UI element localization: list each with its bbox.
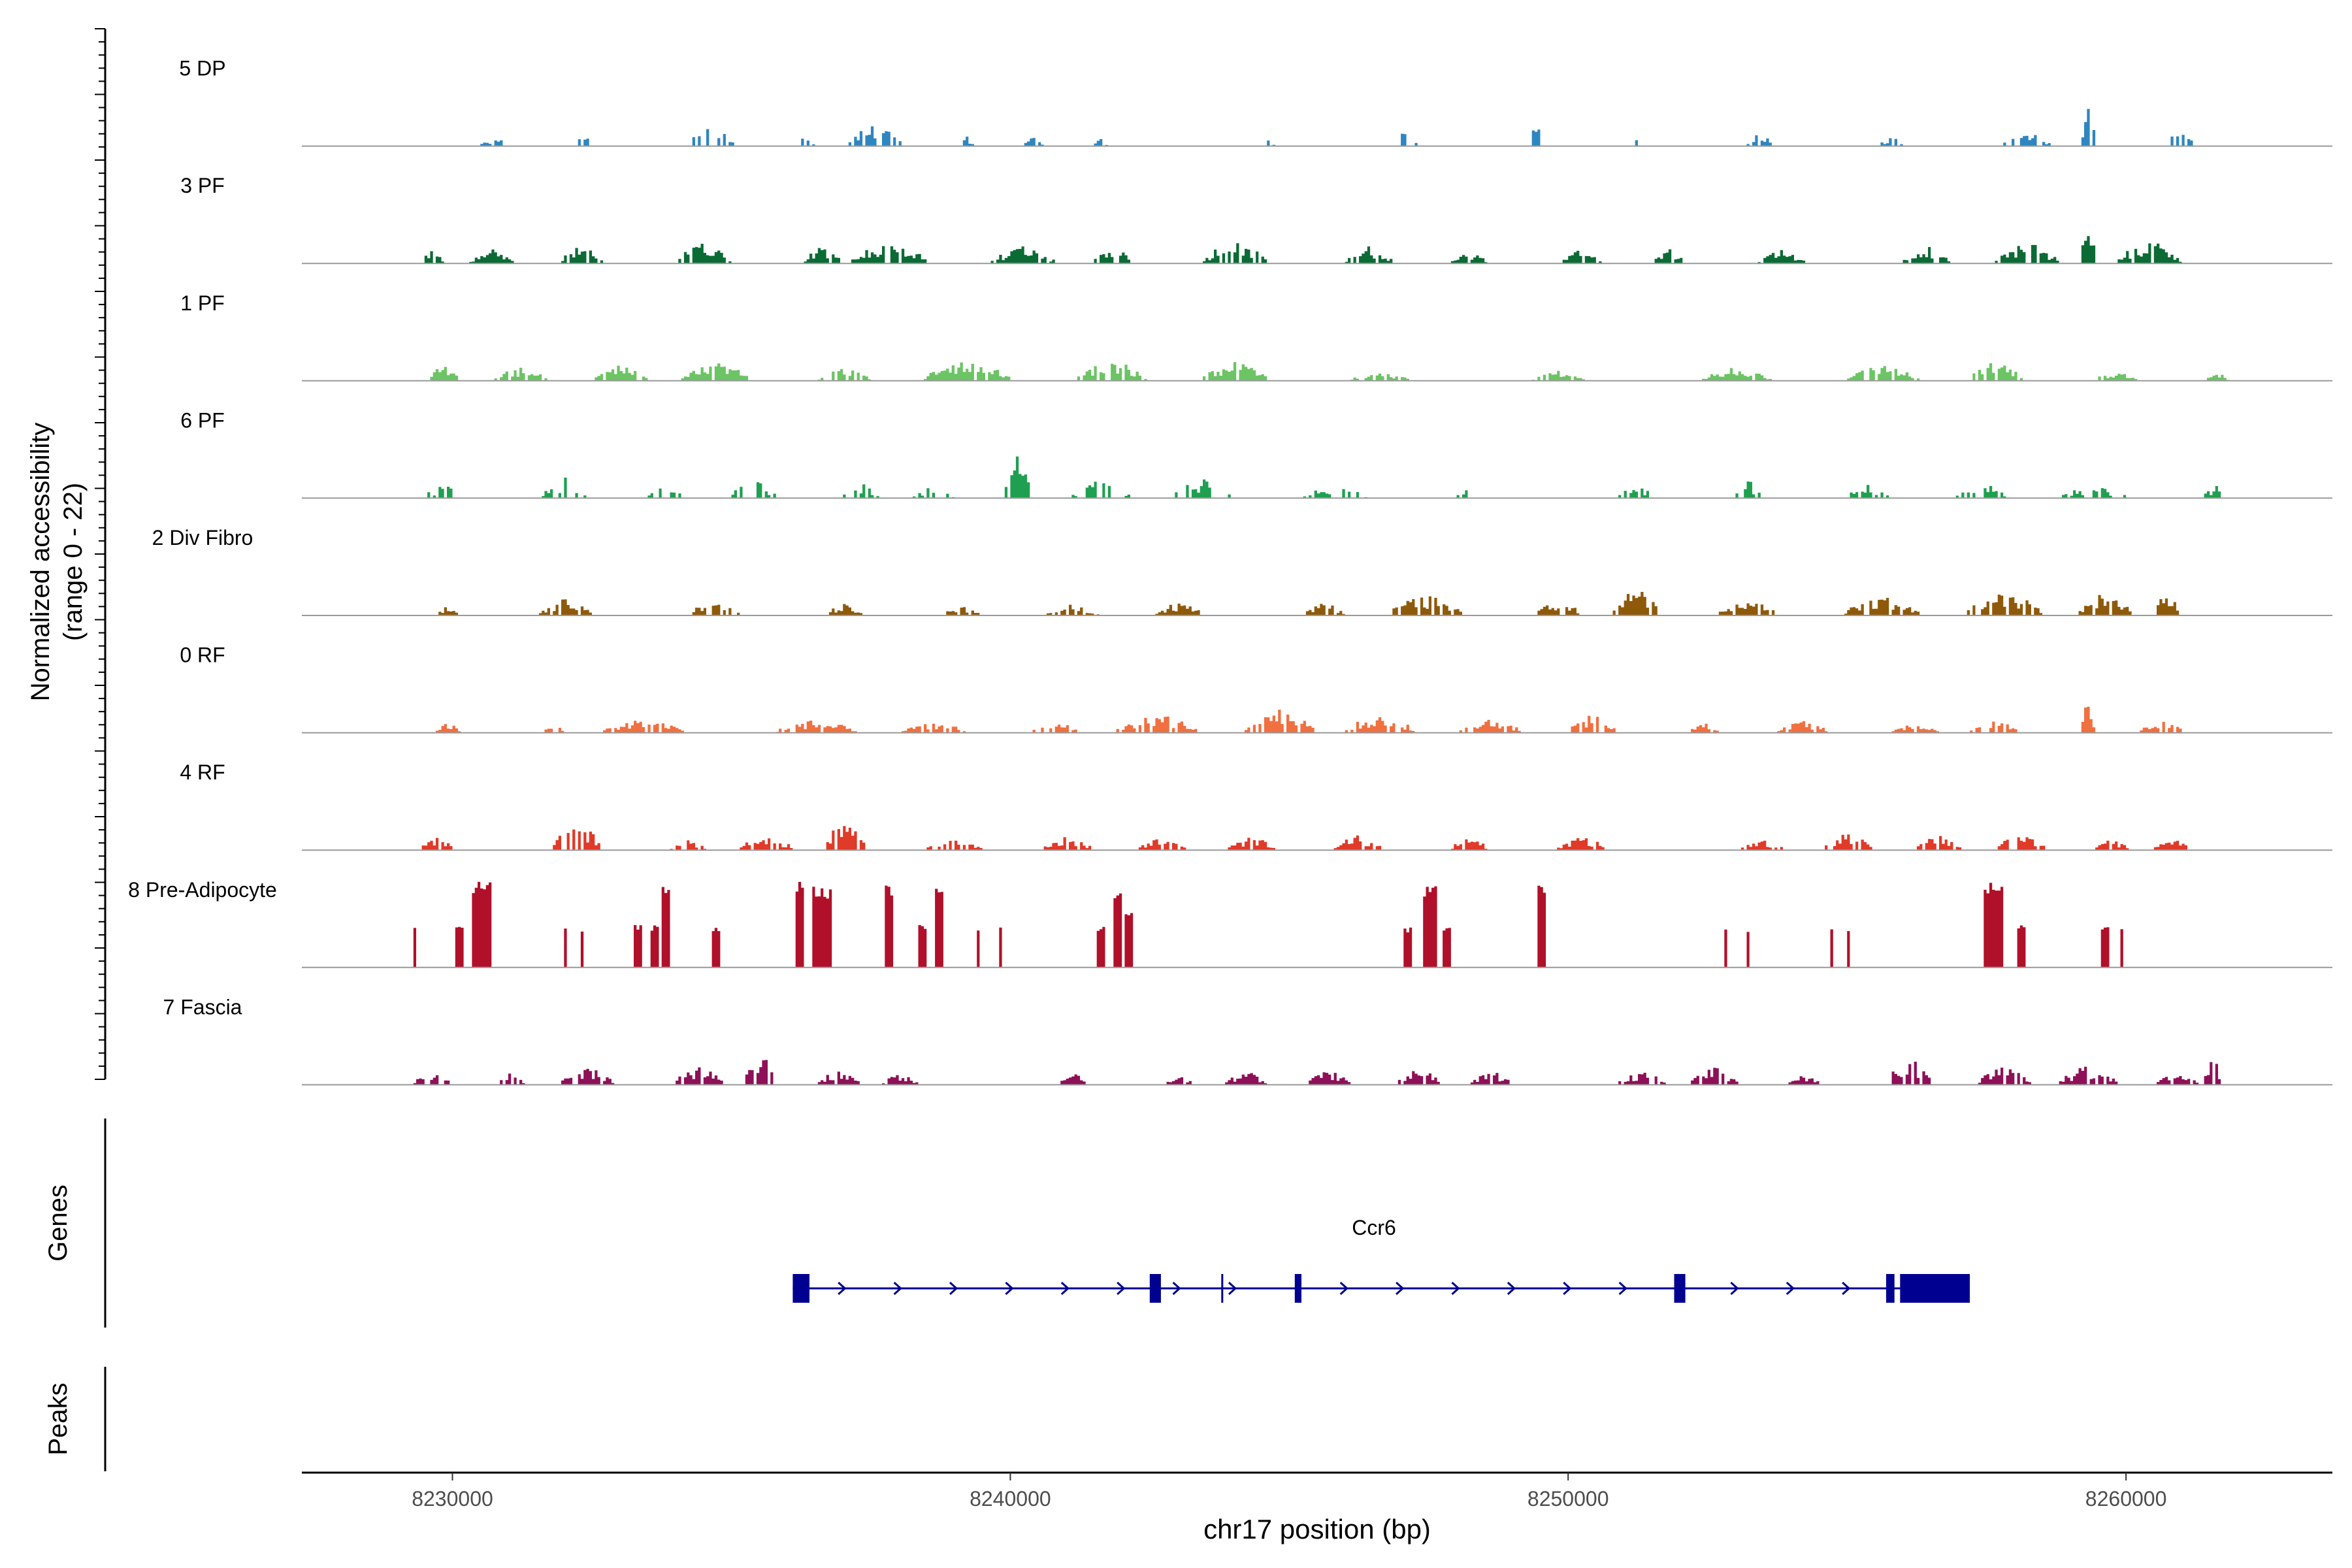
y-axis-title-line-2: (range 0 - 22) (59, 483, 88, 641)
track-label: 0 RF (180, 644, 225, 667)
gene-exon (1886, 1274, 1895, 1303)
coverage-area (413, 1060, 2221, 1085)
track-label: 6 PF (180, 408, 225, 432)
track-3-pf: 3 PF (180, 174, 2332, 265)
coverage-tracks: 5 DP 3 PF 1 PF 6 PF 2 Div Fibro 0 RF 4 RF 8 Pre… (128, 57, 2332, 1086)
gene-name-label: Ccr6 (1352, 1216, 1396, 1239)
x-axis-tick-label: 8240000 (970, 1487, 1051, 1511)
x-axis-tick-label: 8230000 (412, 1487, 493, 1511)
coverage-y-axis (95, 28, 106, 1080)
track-label: 7 Fascia (163, 995, 242, 1019)
gene-exon (792, 1274, 809, 1303)
track-label: 1 PF (180, 291, 225, 315)
coverage-area (413, 881, 2123, 968)
strand-arrow (1339, 1281, 1348, 1296)
track-8-pre-adipocyte: 8 Pre-Adipocyte (128, 878, 2332, 968)
strand-arrow (949, 1281, 958, 1296)
y-axis-title: Normalized accessibility (range 0 - 22) (26, 423, 88, 702)
coverage-area (421, 826, 2187, 851)
coverage-area (438, 592, 2180, 615)
track-6-pf: 6 PF (180, 408, 2332, 499)
strand-arrow (1396, 1281, 1405, 1296)
track-4-rf: 4 RF (180, 760, 2332, 851)
gene-model (792, 1274, 1970, 1303)
track-0-rf: 0 RF (180, 644, 2332, 734)
track-7-fascia: 7 Fascia (163, 995, 2332, 1086)
peaks-panel: Peaks (44, 1367, 106, 1471)
x-axis-tick-label: 8250000 (1527, 1487, 1609, 1511)
track-label: 8 Pre-Adipocyte (128, 878, 277, 902)
coverage-area (435, 706, 2182, 733)
genes-panel-label: Genes (44, 1184, 73, 1262)
strand-arrow (1172, 1281, 1181, 1296)
x-axis: chr17 position (bp) 8230000 8240000 825000… (302, 1471, 2332, 1544)
coverage-area (430, 362, 2230, 381)
track-label: 5 DP (179, 57, 225, 80)
strand-arrow (1618, 1281, 1627, 1296)
strand-arrow (1060, 1281, 1070, 1296)
x-axis-tick-label: 8260000 (2085, 1487, 2167, 1511)
strand-arrow (1563, 1281, 1572, 1296)
strand-arrow (1507, 1281, 1516, 1296)
track-2-div-fibro: 2 Div Fibro (152, 526, 2332, 616)
strand-arrow (838, 1281, 847, 1296)
strand-arrow (1451, 1281, 1460, 1296)
strand-arrow (1005, 1281, 1014, 1296)
strand-arrow (1786, 1281, 1795, 1296)
x-axis-title: chr17 position (bp) (1203, 1514, 1431, 1544)
gene-exon (1149, 1274, 1161, 1303)
genes-panel: Genes Ccr6 (44, 1119, 1970, 1328)
coverage-area (480, 108, 2193, 146)
track-label: 4 RF (180, 760, 225, 784)
y-axis-title-line-1: Normalized accessibility (26, 423, 55, 702)
track-label: 2 Div Fibro (152, 526, 253, 549)
gene-exon (1674, 1274, 1686, 1303)
coverage-area (427, 456, 2221, 498)
strand-arrow (1228, 1281, 1237, 1296)
strand-arrow (1842, 1281, 1851, 1296)
strand-arrow (1117, 1281, 1126, 1296)
gene-exon (1294, 1274, 1301, 1303)
strand-arrow (893, 1281, 902, 1296)
track-label: 3 PF (180, 174, 225, 197)
peaks-panel-label: Peaks (44, 1382, 73, 1455)
coverage-area (424, 236, 2182, 264)
track-1-pf: 1 PF (180, 291, 2332, 382)
gene-exon (1900, 1274, 1970, 1303)
track-5-dp: 5 DP (179, 57, 2332, 147)
strand-arrow (1730, 1281, 1739, 1296)
